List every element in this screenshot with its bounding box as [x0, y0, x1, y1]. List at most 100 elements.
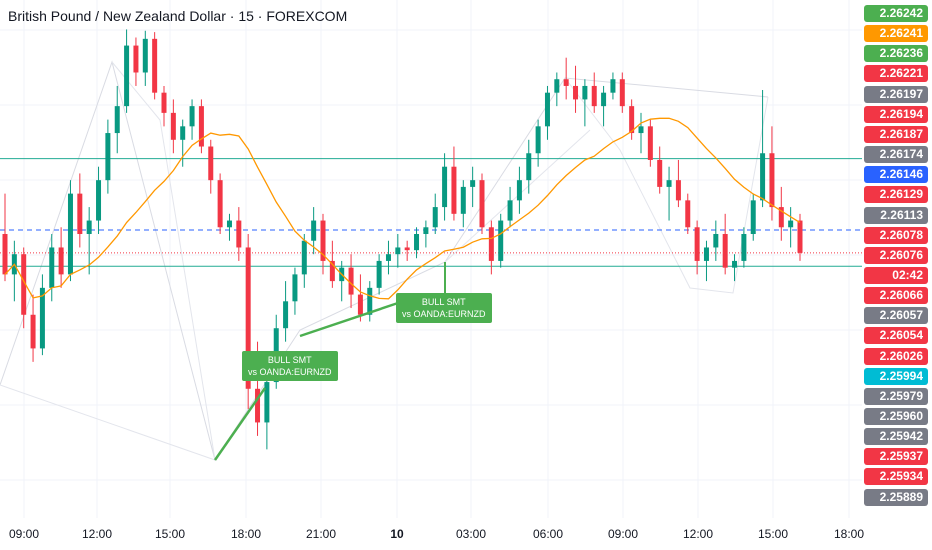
price-label: 2.26197 — [864, 85, 928, 103]
bullish-candle — [39, 287, 45, 349]
bullish-candle — [311, 220, 317, 241]
bullish-candle — [507, 200, 513, 221]
bearish-candle — [629, 106, 635, 134]
bullish-candle — [292, 274, 298, 302]
price-label: 2.25960 — [864, 408, 928, 425]
bullish-candle — [526, 153, 532, 181]
time-tick-label: 18:00 — [230, 527, 262, 541]
moving-average-path — [4, 117, 801, 300]
smt-line-2 — [299, 301, 399, 338]
bearish-candle — [21, 254, 27, 315]
price-label: 2.26078 — [864, 226, 928, 244]
bullish-candle — [96, 180, 102, 221]
bullish-candle — [67, 193, 73, 275]
bearish-candle — [245, 247, 251, 389]
bearish-candle — [30, 314, 36, 349]
time-tick-label: 18:00 — [833, 527, 865, 541]
smt-connector-lines — [213, 262, 446, 461]
price-label: 02:42 — [864, 266, 928, 284]
time-tick-label: 21:00 — [305, 527, 337, 541]
price-label: 2.26194 — [864, 105, 928, 123]
bearish-candle — [769, 153, 775, 208]
bullish-candle — [301, 240, 307, 275]
smt-line-1 — [213, 387, 267, 461]
price-label: 2.26187 — [864, 125, 928, 143]
bullish-candle — [105, 133, 111, 181]
price-label: 2.26146 — [864, 166, 928, 184]
price-label: 2.26242 — [864, 5, 928, 22]
bullish-candle — [264, 382, 270, 423]
bearish-candle — [591, 85, 597, 107]
time-tick-label: 15:00 — [154, 527, 186, 541]
bullish-candle — [376, 260, 382, 288]
bullish-candle — [442, 166, 448, 208]
bearish-candle — [58, 247, 64, 275]
bullish-candle — [367, 287, 373, 315]
annotation-line1: BULL SMT — [421, 297, 466, 307]
annotation-line2: vs OANDA:EURNZD — [402, 309, 486, 319]
time-tick-label: 12:00 — [682, 527, 714, 541]
bearish-candle — [657, 159, 663, 187]
price-label: 2.26057 — [864, 307, 928, 325]
bullish-candle — [760, 153, 766, 201]
bearish-candle — [329, 260, 335, 282]
bearish-candle — [619, 79, 625, 107]
bullish-candle — [124, 45, 130, 107]
time-tick-label: 06:00 — [532, 527, 564, 541]
bull-smt-label[interactable]: BULL SMT vs OANDA:EURNZD — [242, 351, 338, 381]
price-label: 2.26129 — [864, 186, 928, 204]
bearish-candle — [152, 38, 158, 93]
bearish-candle — [488, 227, 494, 261]
bullish-candle — [226, 220, 232, 228]
price-label: 2.25942 — [864, 428, 928, 446]
bearish-candle — [255, 388, 261, 423]
bullish-candle — [395, 247, 401, 255]
bullish-candle — [703, 247, 709, 261]
bullish-candle — [86, 220, 92, 235]
bearish-candle — [77, 193, 83, 235]
bullish-candle — [414, 234, 420, 251]
bearish-candle — [479, 180, 485, 228]
swing-line — [564, 77, 769, 294]
bearish-candle — [451, 166, 457, 214]
annotation-line1: BULL SMT — [267, 355, 312, 365]
bullish-candle — [385, 254, 391, 261]
bearish-candle — [208, 146, 214, 181]
price-label: 2.26241 — [864, 25, 928, 43]
annotation-line2: vs OANDA:EURNZD — [248, 367, 332, 377]
bullish-candle — [741, 234, 747, 261]
price-label: 2.25934 — [864, 468, 928, 486]
bullish-candle — [554, 79, 560, 93]
swing-line — [0, 384, 216, 461]
bearish-candle — [797, 220, 803, 253]
bearish-candle — [685, 200, 691, 228]
time-tick-label: 09:00 — [8, 527, 40, 541]
bearish-candle — [404, 247, 410, 251]
bearish-candle — [778, 207, 784, 228]
bullish-candle — [283, 301, 289, 329]
candlestick-series — [2, 29, 803, 450]
bullish-candle — [544, 92, 550, 127]
bullish-candle — [423, 227, 429, 235]
bullish-candle — [535, 126, 541, 154]
price-label: 2.26236 — [864, 45, 928, 63]
price-label: 2.26026 — [864, 347, 928, 365]
bullish-candle — [601, 92, 607, 107]
bullish-candle — [460, 186, 466, 214]
horizontal-levels — [0, 158, 862, 267]
price-label: 2.26076 — [864, 246, 928, 264]
price-label: 2.26221 — [864, 65, 928, 83]
bearish-candle — [675, 180, 681, 201]
time-tick-label: 03:00 — [455, 527, 487, 541]
bearish-candle — [2, 234, 8, 275]
bull-smt-label[interactable]: BULL SMT vs OANDA:EURNZD — [396, 293, 492, 323]
bullish-candle — [189, 106, 195, 127]
price-label: 2.25889 — [864, 488, 928, 506]
chart-grid — [0, 0, 862, 518]
bullish-candle — [638, 126, 644, 134]
bullish-candle — [516, 180, 522, 201]
bullish-candle — [750, 200, 756, 235]
bullish-candle — [498, 220, 504, 261]
bearish-candle — [722, 234, 728, 268]
